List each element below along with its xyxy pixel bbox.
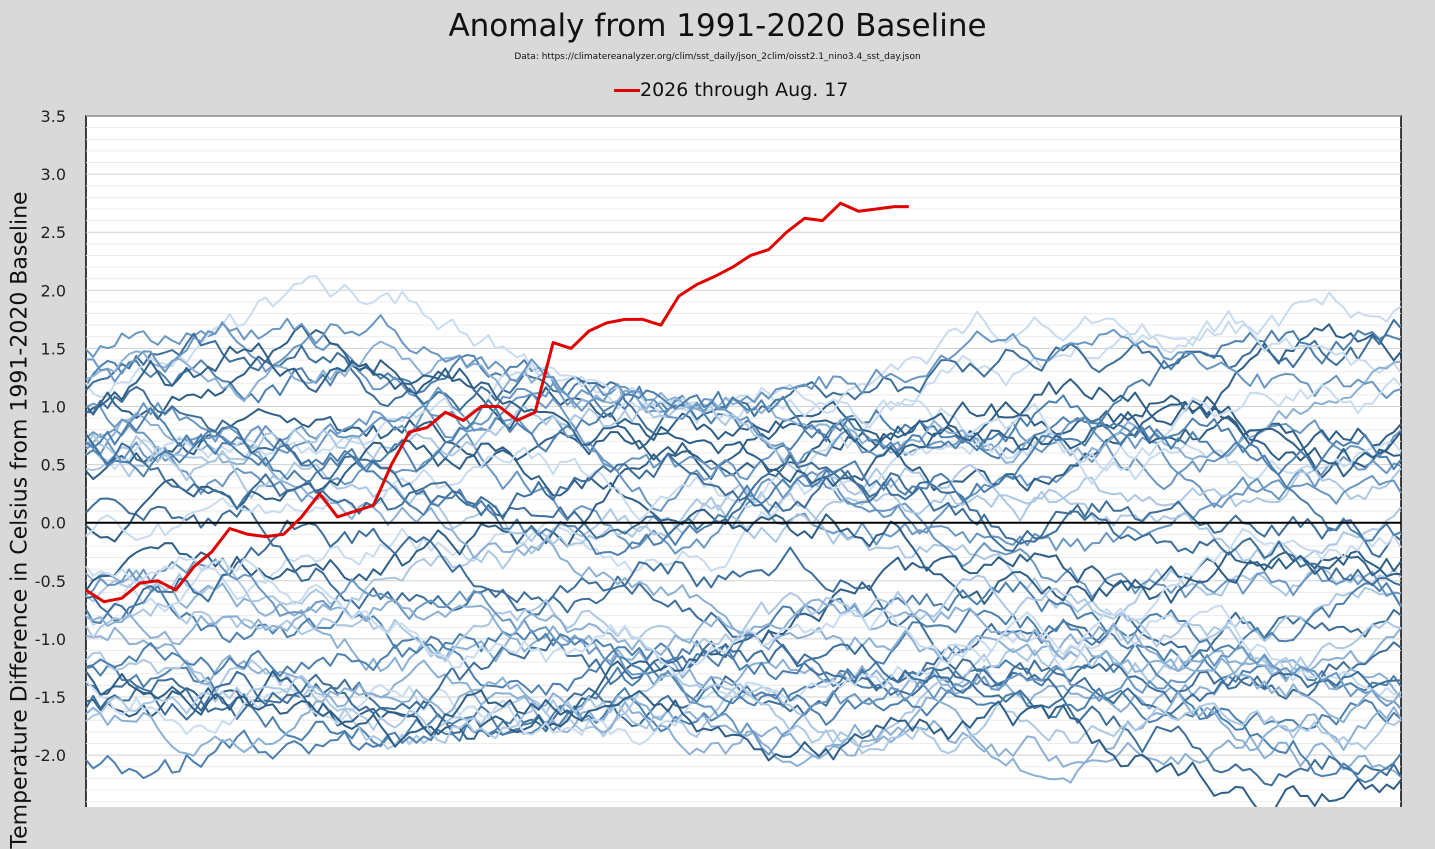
legend-label: 2026 through Aug. 17 [640,79,849,101]
background-year-line [85,433,1402,547]
y-tick-label: 1.5 [41,339,66,358]
background-year-line [85,403,1402,562]
background-year-line [85,321,1402,512]
background-year-line [85,674,1402,755]
y-tick-labels: 3.5 3.0 2.5 2.0 1.5 1.0 0.5 0.0 -0.5 -1.0 -1.5 -2.0 [35,107,66,765]
chart-title: Anomaly from 1991-2020 Baseline [448,8,987,44]
y-tick-label: 1.0 [41,398,66,417]
background-year-line [85,323,1402,481]
legend: 2026 through Aug. 17 [614,78,848,102]
highlight-series [85,201,909,604]
background-year-line [85,626,1402,778]
background-year-line [85,310,1402,471]
y-tick-label: -0.5 [35,572,66,591]
background-year-line [85,638,1402,715]
y-tick-label: 0.0 [41,514,66,533]
background-year-line [85,608,1402,738]
background-year-line [85,291,1402,627]
plot-area: 3.5 3.0 2.5 2.0 1.5 1.0 0.5 0.0 -0.5 -1.0 -1.5 -2.0 [35,107,1402,807]
data-source-note: Data: https://climatereanalyzer.org/clim… [514,52,921,62]
background-year-line [85,314,1402,420]
y-tick-label: 2.5 [41,223,66,242]
background-year-line [85,574,1402,674]
y-tick-label: 3.0 [41,165,66,184]
background-year-line [85,389,1402,478]
background-year-line [85,385,1402,587]
y-tick-label: 2.0 [41,281,66,300]
background-year-line [85,586,1402,750]
background-year-line [85,581,1402,696]
y-tick-label: -1.5 [35,688,66,707]
background-year-line [85,528,1402,676]
background-year-line [85,324,1402,478]
y-tick-label: -1.0 [35,630,66,649]
background-year-line [85,419,1402,555]
background-year-line [85,318,1402,435]
series-2026-line [85,201,909,604]
plot-background [85,115,1402,807]
y-tick-label: 3.5 [41,107,66,126]
background-year-line [85,342,1402,487]
background-year-line [85,382,1402,599]
background-year-line [85,407,1402,557]
background-series [85,275,1402,807]
y-tick-label: -2.0 [35,746,66,765]
y-tick-label: 0.5 [41,456,66,475]
background-year-line [85,569,1402,713]
background-year-line [85,519,1402,787]
background-year-line [85,275,1402,481]
background-year-line [85,433,1402,558]
background-year-line [85,483,1402,617]
legend-swatch [614,88,640,92]
background-year-line [85,670,1402,807]
